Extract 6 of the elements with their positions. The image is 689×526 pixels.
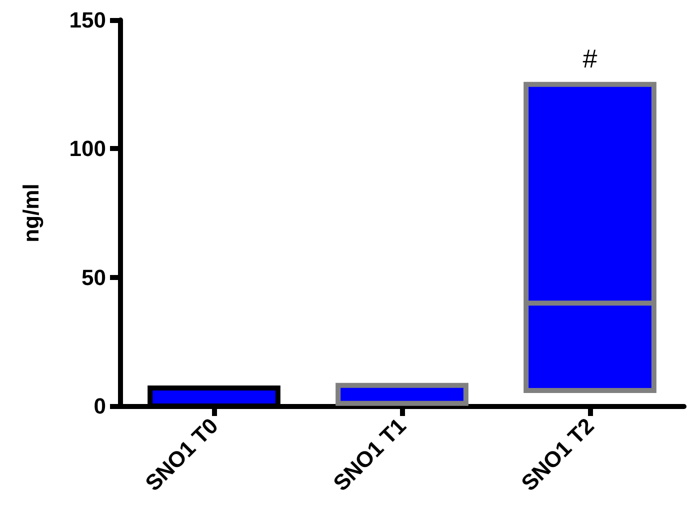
annotation: # <box>582 44 598 74</box>
y-tick-label: 50 <box>82 264 106 290</box>
y-axis-title: ng/ml <box>18 184 44 242</box>
y-tick-label: 100 <box>69 136 106 162</box>
y-tick-label: 0 <box>94 394 106 418</box>
y-tick-label: 150 <box>69 8 106 32</box>
